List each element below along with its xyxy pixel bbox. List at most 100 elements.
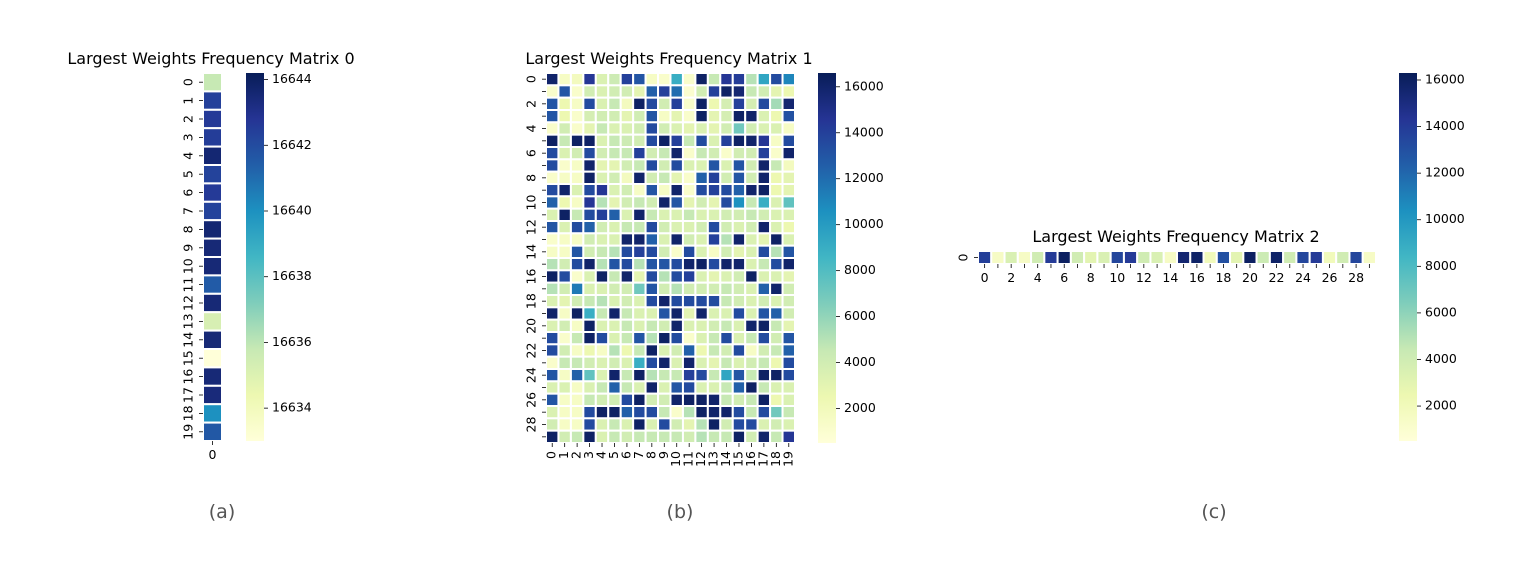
y-tick-label: 18 bbox=[524, 293, 539, 309]
heatmap-cell bbox=[744, 269, 759, 284]
heatmap-cell bbox=[545, 170, 560, 186]
colorbar-gradient bbox=[818, 73, 836, 443]
heatmap-cell bbox=[706, 343, 722, 358]
heatmap-cell bbox=[619, 121, 635, 136]
heatmap-cell bbox=[582, 96, 597, 111]
heatmap-cell bbox=[557, 158, 572, 173]
colorbar-gradient bbox=[1399, 73, 1417, 441]
heatmap-cell bbox=[681, 207, 697, 223]
heatmap-cell bbox=[669, 96, 684, 111]
heatmap-cell bbox=[632, 195, 647, 210]
heatmap-cell bbox=[557, 72, 572, 87]
heatmap-cell bbox=[681, 121, 697, 136]
heatmap-cell bbox=[619, 146, 635, 161]
y-tick-label: 13 bbox=[181, 313, 196, 329]
heatmap-cell bbox=[644, 244, 660, 260]
heatmap-cell bbox=[657, 269, 672, 284]
heatmap-cell bbox=[632, 220, 647, 235]
heatmap-cell bbox=[545, 306, 560, 321]
heatmap-cell bbox=[582, 109, 597, 124]
heatmap-cells-2 bbox=[977, 250, 1377, 265]
heatmap-cell bbox=[744, 109, 759, 124]
heatmap-cell bbox=[756, 84, 772, 99]
x-tick-label: 0 bbox=[981, 270, 989, 285]
heatmap-cell bbox=[681, 183, 697, 198]
heatmap-cell bbox=[706, 355, 722, 370]
caption-a: (a) bbox=[209, 501, 235, 523]
heatmap-cell bbox=[569, 318, 585, 333]
heatmap-cell bbox=[681, 84, 697, 99]
heatmap-cell bbox=[557, 331, 572, 346]
heatmap-cell bbox=[681, 158, 697, 173]
heatmap-cell bbox=[582, 343, 597, 358]
heatmap-cell bbox=[545, 368, 560, 383]
heatmap-cell bbox=[669, 417, 684, 432]
heatmap-cell bbox=[632, 355, 647, 370]
heatmap-cell bbox=[744, 146, 759, 161]
heatmap-cell bbox=[202, 127, 223, 148]
heatmap-cell bbox=[769, 343, 784, 358]
heatmap-cell bbox=[545, 281, 560, 296]
heatmap-cell bbox=[582, 392, 597, 407]
heatmap-cell bbox=[632, 96, 647, 111]
y-tick-label: 4 bbox=[524, 124, 539, 132]
heatmap-cell bbox=[706, 294, 722, 309]
heatmap-cell bbox=[669, 269, 684, 284]
heatmap-cell bbox=[731, 318, 747, 333]
heatmap-cell bbox=[582, 84, 597, 99]
y-tick-label: 6 bbox=[181, 189, 196, 197]
heatmap-cell bbox=[719, 195, 734, 210]
colorbar-0: 16634 16636 16638 16640 16642 16644 bbox=[246, 71, 312, 441]
heatmap-cell bbox=[619, 429, 635, 444]
heatmap-cell bbox=[619, 405, 635, 420]
heatmap-cell bbox=[619, 355, 635, 370]
heatmap-cell bbox=[719, 207, 734, 223]
heatmap-cell bbox=[669, 281, 684, 296]
heatmap-cell bbox=[545, 380, 560, 395]
heatmap-cell bbox=[781, 109, 796, 124]
x-tick-label: 5 bbox=[606, 451, 621, 459]
heatmap-cell bbox=[202, 311, 223, 332]
colorbar-tick-label: 14000 bbox=[1425, 118, 1465, 133]
heatmap-cell bbox=[607, 232, 622, 247]
heatmap-cell bbox=[632, 244, 647, 260]
heatmap-cell bbox=[769, 355, 784, 370]
heatmap-cell bbox=[657, 306, 672, 321]
colorbar-2: 2000 4000 6000 8000 10000 12000 14000 16000 bbox=[1399, 71, 1465, 441]
y-tick-label: 11 bbox=[181, 277, 196, 293]
heatmap-cell bbox=[569, 109, 585, 124]
heatmap-cell bbox=[694, 220, 709, 235]
heatmap-cell bbox=[744, 121, 759, 136]
y-tick-label: 9 bbox=[181, 244, 196, 252]
heatmap-cell bbox=[769, 318, 784, 333]
heatmap-cell bbox=[607, 158, 622, 173]
heatmap-cell bbox=[769, 146, 784, 161]
heatmap-cell bbox=[582, 72, 597, 87]
heatmap-cell bbox=[769, 281, 784, 296]
heatmap-cell bbox=[669, 257, 684, 272]
heatmap-panel-0: Largest Weights Frequency Matrix 0 01234… bbox=[67, 49, 354, 462]
heatmap-cell bbox=[569, 133, 585, 149]
heatmap-cell bbox=[706, 257, 722, 272]
heatmap-cell bbox=[706, 306, 722, 321]
heatmap-cell bbox=[582, 318, 597, 333]
heatmap-cell bbox=[990, 250, 1006, 265]
heatmap-cell bbox=[769, 232, 784, 247]
colorbar-tick-label: 16642 bbox=[272, 137, 312, 152]
heatmap-cell bbox=[632, 207, 647, 223]
y-tick-label: 0 bbox=[956, 253, 971, 261]
heatmap-cell bbox=[632, 109, 647, 124]
heatmap-cell bbox=[545, 318, 560, 333]
heatmap-cell bbox=[557, 405, 572, 420]
heatmap-cell bbox=[719, 392, 734, 407]
y-tick-label: 8 bbox=[524, 174, 539, 182]
heatmap-cell bbox=[706, 84, 722, 99]
heatmap-cell bbox=[756, 183, 772, 198]
heatmap-cell bbox=[569, 269, 585, 284]
y-tick-label: 20 bbox=[524, 318, 539, 334]
heatmap-cell bbox=[632, 269, 647, 284]
heatmap-cell bbox=[644, 294, 660, 309]
heatmap-cell bbox=[619, 72, 635, 87]
heatmap-cell bbox=[619, 318, 635, 333]
heatmap-cell bbox=[781, 133, 796, 149]
